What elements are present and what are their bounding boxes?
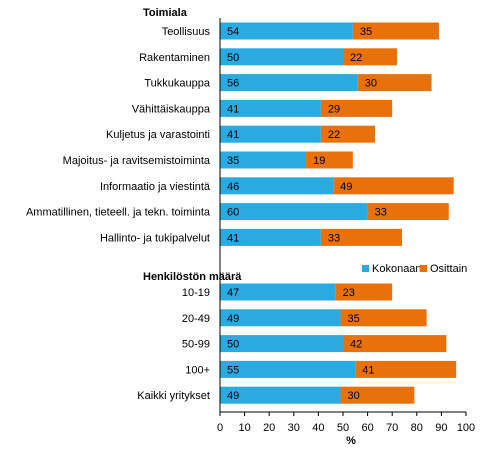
data-label: 56	[227, 78, 239, 90]
bar-osittain	[343, 48, 398, 66]
x-tick-label: 80	[411, 422, 423, 434]
data-label: 50	[227, 339, 239, 351]
category-label: Tukkukauppa	[144, 78, 211, 90]
x-tick-label: 10	[238, 422, 250, 434]
data-label: 41	[227, 103, 239, 115]
x-tick-label: 40	[312, 422, 324, 434]
category-label: Hallinto- ja tukipalvelut	[100, 232, 210, 244]
bar-kokonaan	[220, 99, 321, 117]
bar-osittain	[340, 386, 415, 404]
category-label: 100+	[185, 364, 210, 376]
category-label: Vähittäiskauppa	[132, 103, 211, 115]
data-label: 46	[227, 181, 239, 193]
category-label: Kuljetus ja varastointi	[106, 129, 210, 141]
x-tick-label: 0	[217, 422, 223, 434]
bar-osittain	[320, 228, 403, 246]
x-tick-label: 50	[337, 422, 349, 434]
bar-osittain	[367, 203, 449, 221]
bar-osittain	[355, 360, 457, 378]
bar-kokonaan	[220, 386, 341, 404]
legend: Kokonaan Osittain	[362, 263, 467, 275]
bar-osittain	[333, 177, 454, 195]
data-label: 55	[227, 364, 239, 376]
category-label: 50-99	[182, 339, 210, 351]
data-label: 22	[350, 52, 362, 64]
category-label: Informaatio ja viestintä	[100, 181, 211, 193]
category-label: 20-49	[182, 313, 210, 325]
data-label: 35	[227, 155, 239, 167]
legend-swatch-osittain	[420, 265, 427, 272]
data-label: 60	[227, 207, 239, 219]
bar-osittain	[320, 125, 375, 143]
x-tick-label: 100	[457, 422, 475, 434]
data-label: 47	[227, 287, 239, 299]
bar-osittain	[306, 151, 353, 169]
bar-kokonaan	[220, 177, 334, 195]
data-label: 23	[343, 287, 355, 299]
bar-osittain	[320, 99, 393, 117]
legend-label: Osittain	[430, 263, 467, 275]
data-label: 29	[328, 103, 340, 115]
bar-kokonaan	[220, 151, 307, 169]
category-label: Kaikki yritykset	[137, 390, 210, 402]
bar-osittain	[352, 22, 439, 40]
data-label: 50	[227, 52, 239, 64]
data-label: 41	[227, 232, 239, 244]
data-label: 41	[227, 129, 239, 141]
data-label: 35	[348, 313, 360, 325]
data-label: 22	[328, 129, 340, 141]
data-label: 33	[328, 232, 340, 244]
x-tick-label: 60	[361, 422, 373, 434]
x-axis: 0 10 20 30 40 50 60 70 80 90 100%	[217, 18, 475, 447]
data-label: 49	[227, 313, 239, 325]
bar-osittain	[335, 283, 393, 301]
x-tick-label: 70	[386, 422, 398, 434]
bar-osittain	[340, 309, 427, 327]
data-label: 19	[313, 155, 325, 167]
bar-kokonaan	[220, 22, 353, 40]
bar-kokonaan	[220, 360, 356, 378]
group-header: Toimiala	[143, 7, 188, 19]
category-label: Teollisuus	[162, 26, 211, 38]
x-tick-label: 90	[435, 422, 447, 434]
data-label: 49	[340, 181, 352, 193]
bar-kokonaan	[220, 125, 321, 143]
category-labels: Toimiala Teollisuus Rakentaminen Tukkukaupp…	[26, 7, 242, 402]
category-label: 10-19	[182, 287, 210, 299]
legend-swatch-kokonaan	[362, 265, 369, 272]
x-tick-label: 30	[288, 422, 300, 434]
category-label: Majoitus- ja ravitsemistoiminta	[63, 155, 211, 167]
bar-kokonaan	[220, 283, 336, 301]
bar-kokonaan	[220, 228, 321, 246]
data-label: 54	[227, 26, 239, 38]
bar-kokonaan	[220, 203, 368, 221]
legend-label: Kokonaan	[372, 263, 422, 275]
bar-kokonaan	[220, 74, 358, 92]
data-label: 30	[365, 78, 377, 90]
bar-kokonaan	[220, 309, 341, 327]
data-label: 41	[362, 364, 374, 376]
data-label: 30	[348, 390, 360, 402]
data-label: 49	[227, 390, 239, 402]
data-label: 35	[360, 26, 372, 38]
bar-osittain	[343, 335, 447, 353]
data-label: 33	[375, 207, 387, 219]
group-header: Henkilöstön määrä	[143, 271, 242, 283]
data-label: 42	[350, 339, 362, 351]
x-tick-label: 20	[263, 422, 275, 434]
category-label: Rakentaminen	[139, 52, 210, 64]
bar-osittain	[357, 74, 432, 92]
bar-kokonaan	[220, 335, 343, 353]
x-axis-label: %	[346, 435, 356, 447]
bar-kokonaan	[220, 48, 343, 66]
bars-layer: 54 35 50 22 56 30 41 29 41 22 35 19 46 49 60 33 41 33 47 23…	[220, 22, 457, 404]
category-label: Ammatillinen, tieteell. ja tekn. toimint…	[26, 207, 211, 219]
